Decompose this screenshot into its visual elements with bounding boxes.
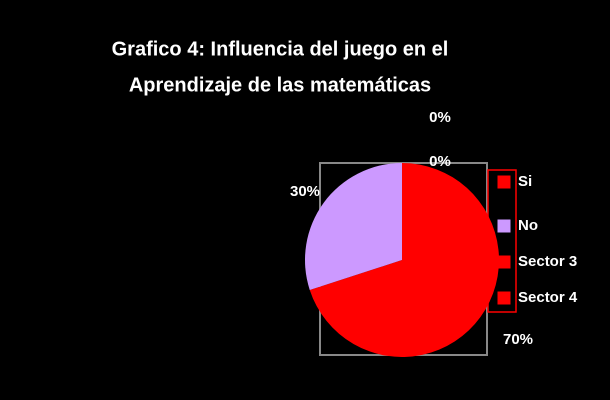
legend-label: Si [518, 173, 532, 190]
chart-title: Grafico 4: Influencia del juego en el [112, 38, 449, 60]
data-label: 0% [429, 153, 451, 170]
data-label: 70% [503, 331, 533, 348]
legend-label: Sector 4 [518, 289, 578, 306]
pie-slice [309, 163, 499, 357]
chart-title: Aprendizaje de las matemáticas [129, 74, 431, 96]
pie-slice [305, 163, 402, 290]
legend-swatch [497, 291, 511, 305]
legend-swatch [497, 175, 511, 189]
legend-label: Sector 3 [518, 253, 577, 270]
data-label: 0% [429, 109, 451, 126]
legend-swatch [497, 255, 511, 269]
legend-swatch [497, 219, 511, 233]
legend-box [487, 169, 517, 313]
legend-label: No [518, 217, 538, 234]
data-label: 30% [290, 183, 320, 200]
